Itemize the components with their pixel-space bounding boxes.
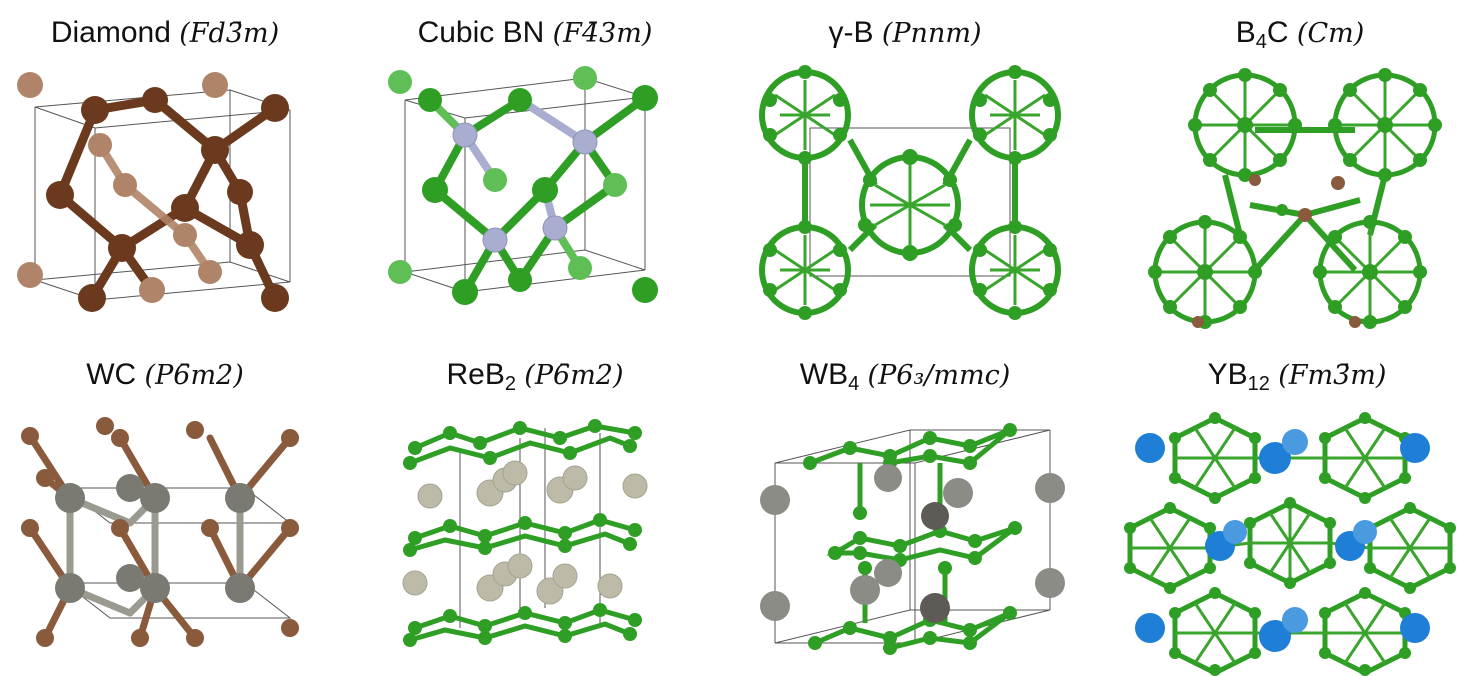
- panel-title: WB4 (P6₃/mmc): [799, 358, 1011, 395]
- wb4-structure: [760, 423, 1065, 655]
- panel-title: WC (P6̄m2): [86, 358, 244, 391]
- yb12-structure: [1124, 412, 1456, 676]
- panel-wc: WC (P6̄m2): [0, 338, 330, 676]
- panel-title: YB12 (Fm3̄m): [1207, 358, 1387, 395]
- space-group: Fm3̄m: [1288, 360, 1376, 391]
- panel-title: γ-B (Pnnm): [828, 16, 982, 49]
- panel-diamond: Diamond (Fd3̄m): [0, 0, 330, 338]
- b4c-structure: [1148, 68, 1442, 329]
- panel-wb4: WB4 (P6₃/mmc): [740, 338, 1070, 676]
- space-group: P6̄m2: [155, 360, 234, 391]
- panel-title: Diamond (Fd3̄m): [50, 16, 280, 49]
- panel-gamma-boron: γ-B (Pnnm): [740, 0, 1070, 338]
- cubic-bn-structure: [388, 66, 658, 305]
- panel-yb12: YB12 (Fm3̄m): [1115, 338, 1479, 676]
- reb2-structure: [402, 419, 648, 647]
- panel-title: ReB2 (P6̄m2): [446, 358, 624, 395]
- panel-title: Cubic BN (F4̄3m): [417, 16, 653, 49]
- panel-title: B4C (Cm): [1235, 16, 1365, 53]
- space-group: P6₃/mmc: [878, 360, 1000, 391]
- space-group: Cm: [1307, 18, 1354, 49]
- space-group: F4̄3m: [563, 18, 642, 49]
- gamma-boron-structure: [759, 65, 1061, 320]
- wc-structure: [21, 417, 299, 647]
- space-group: Fd3̄m: [189, 18, 269, 49]
- space-group: Pnnm: [892, 18, 971, 49]
- diamond-structure: [17, 72, 291, 312]
- panel-reb2: ReB2 (P6̄m2): [370, 338, 700, 676]
- space-group: P6̄m2: [534, 360, 613, 391]
- panel-cubic-bn: Cubic BN (F4̄3m): [370, 0, 700, 338]
- panel-b4c: B4C (Cm): [1130, 0, 1470, 338]
